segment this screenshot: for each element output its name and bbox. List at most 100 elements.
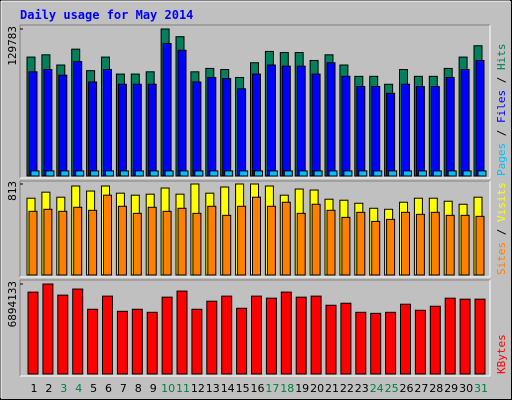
bar xyxy=(310,295,322,375)
bar xyxy=(147,83,157,177)
bar xyxy=(222,214,232,276)
bar xyxy=(311,203,321,276)
x-tick-label: 4 xyxy=(75,382,82,395)
bar xyxy=(73,61,83,177)
bar xyxy=(162,42,172,177)
bar xyxy=(194,170,204,177)
bar xyxy=(191,308,203,375)
bar xyxy=(447,170,457,177)
x-tick-label: 27 xyxy=(414,382,428,395)
bar xyxy=(343,170,353,177)
bar xyxy=(75,170,85,177)
bar xyxy=(88,81,98,177)
x-tick-label: 6 xyxy=(105,382,112,395)
x-tick-label: 13 xyxy=(206,382,220,395)
bar xyxy=(206,300,218,375)
bar xyxy=(386,218,396,276)
bar xyxy=(161,296,173,375)
x-tick-label: 19 xyxy=(295,382,309,395)
bar xyxy=(429,305,441,375)
bar xyxy=(192,212,202,276)
bar xyxy=(311,73,321,177)
bar xyxy=(417,170,427,177)
bar xyxy=(328,170,338,177)
bar xyxy=(131,308,143,375)
bar xyxy=(430,86,440,177)
bar xyxy=(146,311,158,375)
bar xyxy=(147,206,157,276)
bar xyxy=(358,170,368,177)
bar xyxy=(252,196,261,276)
bar xyxy=(73,206,83,276)
bar xyxy=(222,78,232,177)
bar xyxy=(252,73,261,177)
bar xyxy=(102,295,113,375)
bar xyxy=(430,211,440,276)
bar xyxy=(134,170,144,177)
x-tick-label: 7 xyxy=(120,382,127,395)
legend-separator: / xyxy=(495,70,508,90)
bar xyxy=(444,297,456,375)
bar xyxy=(403,170,412,177)
bar xyxy=(414,309,426,375)
x-tick-label: 15 xyxy=(236,382,250,395)
x-tick-label: 14 xyxy=(221,382,235,395)
bar xyxy=(415,86,425,177)
bar xyxy=(162,210,172,276)
bar xyxy=(445,76,455,177)
bar xyxy=(90,170,100,177)
bar xyxy=(117,205,127,276)
x-tick-label: 24 xyxy=(370,382,384,395)
legend-separator: / xyxy=(495,222,508,242)
bar xyxy=(177,207,187,276)
bar xyxy=(268,170,278,177)
bar xyxy=(236,307,248,375)
bar xyxy=(475,59,485,177)
bar xyxy=(42,283,54,375)
bar xyxy=(207,76,217,177)
bar xyxy=(355,311,367,375)
bar xyxy=(281,201,291,276)
bar xyxy=(295,296,307,375)
bar xyxy=(58,210,68,276)
bar xyxy=(207,205,217,276)
chart-title: Daily usage for May 2014 xyxy=(20,8,193,22)
y-tick-label: 6894133 xyxy=(6,281,19,327)
x-tick-label: 31 xyxy=(474,382,488,395)
bar xyxy=(373,170,383,177)
bar xyxy=(385,311,397,375)
bar xyxy=(132,212,142,276)
bar xyxy=(132,83,142,177)
legend-entry: Pages xyxy=(495,143,508,176)
legend-entry: Visits xyxy=(495,182,508,222)
bar xyxy=(72,288,84,375)
x-tick-label: 11 xyxy=(176,382,190,395)
x-tick-label: 5 xyxy=(90,382,97,395)
bar xyxy=(445,214,455,276)
x-tick-label: 18 xyxy=(280,382,294,395)
bar xyxy=(149,170,159,177)
bar xyxy=(298,170,308,177)
x-tick-label: 22 xyxy=(340,382,354,395)
bar xyxy=(57,294,69,375)
bar xyxy=(224,170,234,177)
bar xyxy=(326,209,336,276)
bar xyxy=(254,170,263,177)
x-tick-label: 3 xyxy=(60,382,67,395)
bar xyxy=(401,83,410,177)
x-tick-label: 12 xyxy=(191,382,205,395)
bar xyxy=(371,86,381,177)
bar xyxy=(460,69,470,177)
x-tick-label: 28 xyxy=(429,382,443,395)
bar xyxy=(87,308,99,375)
bar xyxy=(475,215,485,276)
x-tick-label: 8 xyxy=(135,382,142,395)
bar xyxy=(462,170,472,177)
bar xyxy=(119,170,129,177)
bar xyxy=(388,170,398,177)
bar xyxy=(432,170,442,177)
bar xyxy=(296,65,306,177)
bar xyxy=(164,170,174,177)
x-tick-label: 25 xyxy=(385,382,399,395)
